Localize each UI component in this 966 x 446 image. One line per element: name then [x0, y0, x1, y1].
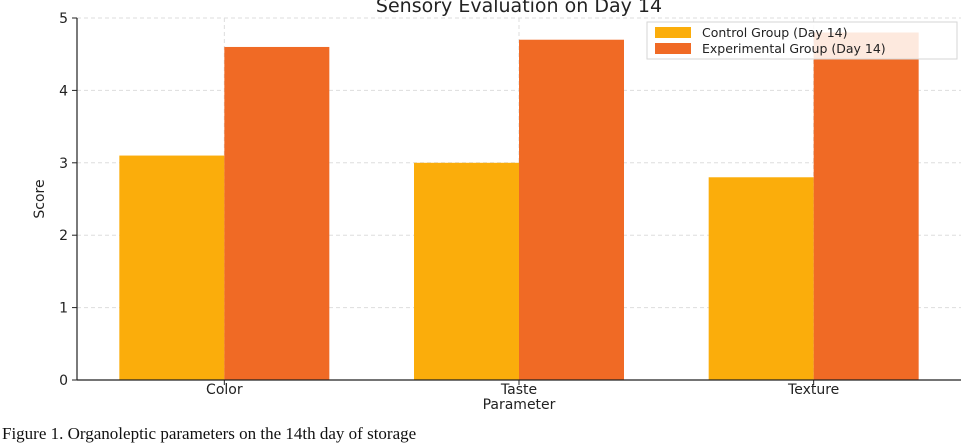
y-tick-label: 5: [59, 11, 68, 27]
x-tick-label: Taste: [500, 382, 537, 398]
y-ticks: 0 1 2 3 4 5: [59, 11, 77, 389]
bar-experimental-texture: [813, 32, 919, 380]
y-tick-label: 1: [59, 301, 68, 317]
bar-control-texture: [708, 177, 814, 380]
legend-swatch: [655, 43, 691, 54]
legend-label: Experimental Group (Day 14): [702, 41, 886, 56]
y-tick-label: 0: [59, 373, 68, 389]
bars: [119, 32, 919, 381]
y-tick-label: 2: [59, 228, 68, 244]
legend-swatch: [655, 27, 691, 38]
x-tick-label: Texture: [787, 382, 839, 398]
bar-experimental-color: [224, 46, 330, 381]
legend-frame: [646, 21, 958, 60]
legend: Control Group (Day 14)Experimental Group…: [646, 21, 958, 60]
figure-caption: Figure 1. Organoleptic parameters on the…: [2, 424, 417, 443]
x-axis-label: Parameter: [483, 397, 556, 413]
y-tick-label: 3: [59, 156, 68, 172]
bar-experimental-taste: [519, 39, 624, 380]
bar-chart: 0 1 2 3 4 5 Color Taste Texture Sensory Evaluat…: [32, 0, 961, 413]
chart-title: Sensory Evaluation on Day 14: [376, 0, 662, 17]
legend-label: Control Group (Day 14): [702, 25, 848, 40]
y-axis-label: Score: [32, 179, 48, 218]
y-tick-label: 4: [59, 83, 68, 99]
bar-control-taste: [414, 162, 519, 380]
x-ticks: Color Taste Texture: [206, 380, 839, 398]
x-tick-label: Color: [206, 382, 243, 398]
bar-control-color: [119, 155, 225, 380]
